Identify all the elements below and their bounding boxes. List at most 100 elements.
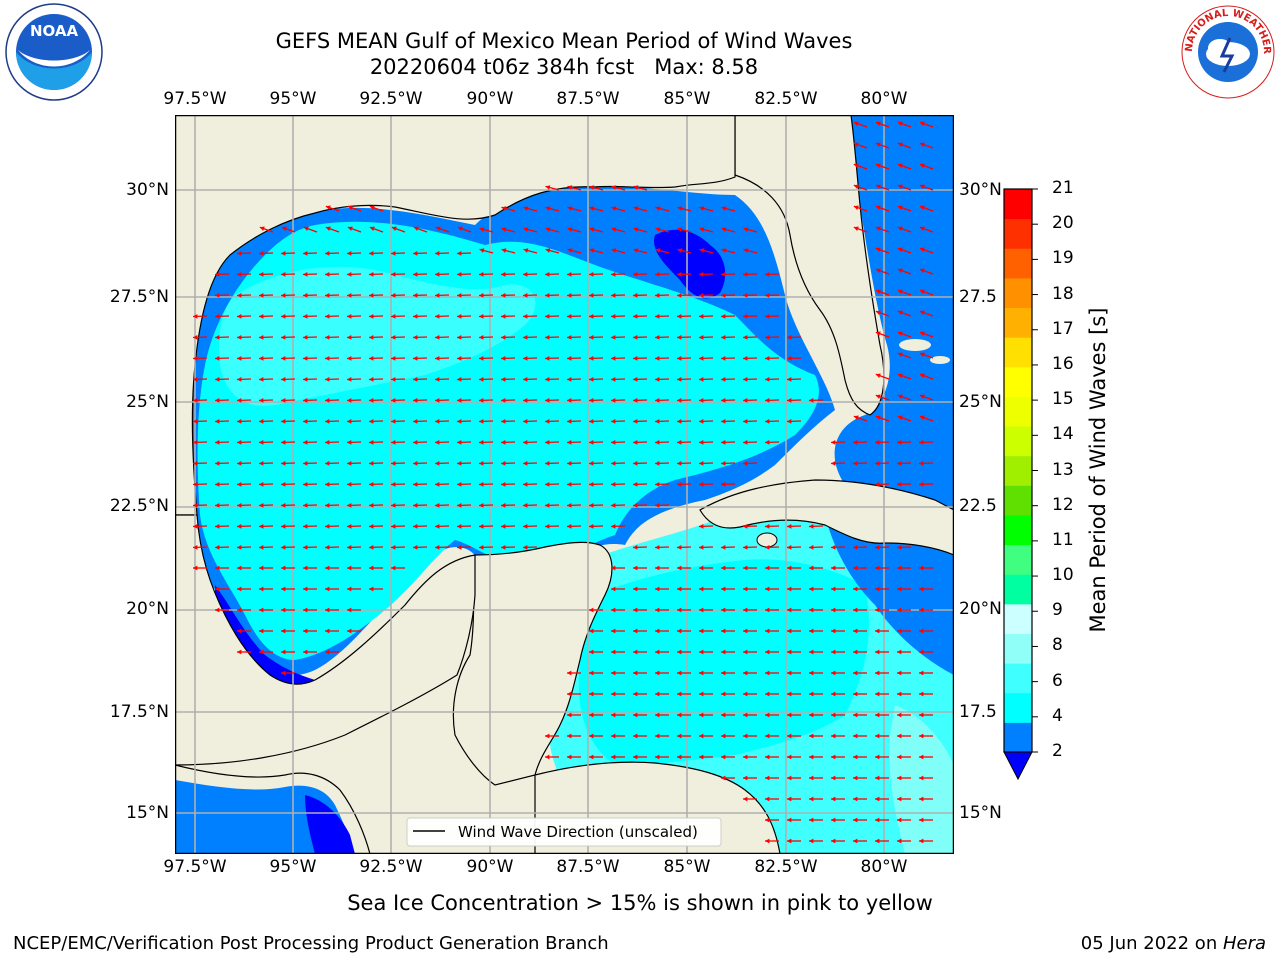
wind-wave-arrow-head [897, 205, 903, 210]
wind-wave-arrow-head [831, 607, 836, 613]
wind-wave-arrow-head [611, 439, 616, 445]
wind-wave-arrow-head [809, 544, 814, 550]
wind-wave-arrow-head [699, 439, 704, 445]
wind-wave-arrow-head [655, 670, 660, 676]
wind-wave-arrow-head [611, 206, 617, 211]
wind-wave-arrow-head [369, 502, 374, 508]
wind-wave-arrow-head [281, 649, 286, 655]
wind-wave-arrow-head [347, 418, 352, 424]
wind-wave-arrow-head [743, 292, 748, 298]
wind-wave-arrow-head [347, 481, 352, 487]
wind-wave-arrow-head [435, 250, 440, 256]
wind-wave-arrow-head [215, 292, 220, 298]
wind-wave-arrow-head [787, 376, 792, 382]
wind-wave-arrow-head [853, 733, 858, 739]
wind-wave-arrow-head [721, 334, 726, 340]
wind-wave-arrow-head [259, 397, 264, 403]
wind-wave-arrow-head [611, 248, 617, 253]
wind-wave-arrow-head [655, 248, 661, 253]
lat-label-left: 20°N [126, 599, 169, 619]
wind-wave-arrow-head [721, 754, 726, 760]
wind-wave-arrow-head [721, 313, 726, 319]
wind-wave-arrow-head [325, 334, 330, 340]
colorbar-tick-label: 11 [1052, 529, 1074, 550]
wind-wave-arrow-head [699, 397, 704, 403]
map-title: GEFS MEAN Gulf of Mexico Mean Period of … [275, 29, 853, 53]
wind-wave-arrow-head [545, 313, 550, 319]
wind-wave-arrow-head [347, 502, 352, 508]
wind-wave-arrow-head [765, 271, 770, 277]
wind-wave-arrow-head [677, 313, 682, 319]
wind-wave-arrow-head [721, 775, 726, 781]
wind-wave-arrow-head [853, 460, 858, 466]
wind-wave-arrow-head [919, 754, 924, 760]
wind-wave-arrow-head [875, 205, 881, 210]
wind-wave-arrow-head [303, 586, 308, 592]
arrow-legend: Wind Wave Direction (unscaled) [406, 817, 722, 847]
wind-wave-arrow-head [875, 163, 881, 168]
wind-wave-arrow-head [589, 271, 594, 277]
wind-wave-arrow-head [787, 796, 792, 802]
wind-wave-arrow-head [655, 481, 660, 487]
wind-wave-arrow-head [699, 292, 704, 298]
wind-wave-arrow-head [875, 289, 881, 294]
wind-wave-arrow-head [391, 460, 396, 466]
wind-wave-arrow-head [325, 565, 330, 571]
wind-wave-arrow-head [699, 649, 704, 655]
wind-wave-arrow-head [237, 607, 242, 613]
wind-wave-arrow-head [831, 754, 836, 760]
wind-wave-arrow-head [787, 733, 792, 739]
wind-wave-arrow-head [501, 271, 506, 277]
wind-wave-arrow-head [721, 206, 727, 211]
wind-wave-arrow-head [655, 397, 660, 403]
wind-wave-arrow-head [743, 334, 748, 340]
wind-wave-arrow-head [523, 355, 528, 361]
colorbar-segment [1004, 396, 1032, 427]
colorbar-segment [1004, 574, 1032, 605]
wind-wave-arrow-head [919, 838, 924, 844]
wind-wave-arrow-head [589, 754, 594, 760]
wind-wave-arrow-head [809, 649, 814, 655]
wind-wave-arrow-head [523, 271, 528, 277]
wind-wave-arrow-head [479, 544, 484, 550]
wind-wave-arrow-head [831, 733, 836, 739]
wind-wave-arrow-head [633, 712, 638, 718]
wind-wave-arrow-head [853, 838, 858, 844]
wind-wave-arrow-head [743, 649, 748, 655]
wind-wave-arrow-head [677, 733, 682, 739]
wind-wave-arrow-head [501, 397, 506, 403]
wind-wave-arrow-head [721, 227, 727, 232]
wind-wave-arrow-head [391, 397, 396, 403]
wind-wave-arrow-head [567, 397, 572, 403]
wind-wave-arrow-head [655, 460, 660, 466]
wind-wave-arrow-head [435, 502, 440, 508]
wind-wave-arrow-head [391, 376, 396, 382]
colorbar-segment [1004, 663, 1032, 694]
wind-wave-arrow-head [501, 292, 506, 298]
wind-wave-arrow-head [325, 250, 330, 256]
wind-wave-arrow-head [611, 670, 616, 676]
wind-wave-arrow-head [765, 754, 770, 760]
wind-wave-arrow-head [875, 586, 880, 592]
wind-wave-arrow-head [919, 712, 924, 718]
wind-wave-arrow-head [325, 481, 330, 487]
wind-wave-arrow-head [259, 544, 264, 550]
wind-wave-arrow-head [875, 838, 880, 844]
wind-wave-arrow-head [721, 481, 726, 487]
wind-wave-arrow-head [919, 310, 925, 315]
wind-wave-arrow-head [831, 544, 836, 550]
wind-wave-arrow-head [831, 817, 836, 823]
wind-wave-arrow-head [875, 247, 881, 252]
wind-wave-arrow-head [369, 226, 375, 231]
run-date-text: 05 Jun 2022 on [1080, 933, 1223, 954]
wind-wave-arrow-head [721, 565, 726, 571]
wind-wave-arrow-head [347, 586, 352, 592]
wind-wave-arrow-head [479, 355, 484, 361]
wind-wave-arrow-head [743, 607, 748, 613]
wind-wave-arrow-head [457, 271, 462, 277]
wind-wave-arrow-head [611, 271, 616, 277]
wind-wave-arrow-head [897, 289, 903, 294]
wind-wave-arrow-head [501, 523, 506, 529]
wind-wave-arrow-head [919, 247, 925, 252]
wind-wave-arrow-head [501, 376, 506, 382]
